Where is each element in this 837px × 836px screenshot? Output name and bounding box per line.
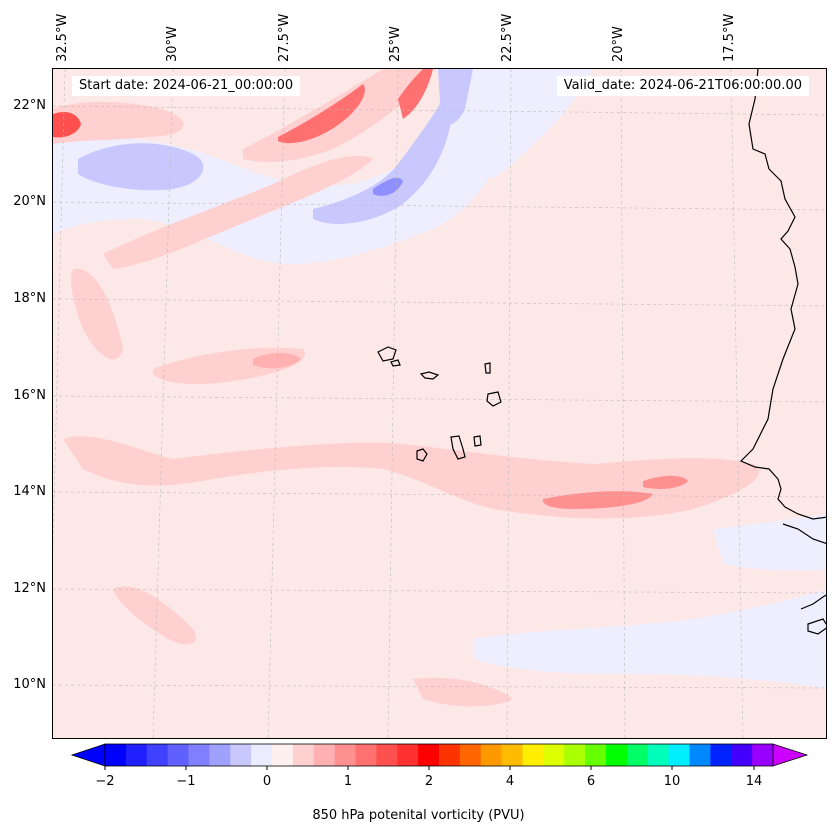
lat-tick-label: 16°N [13, 388, 46, 403]
colorbar-tick-label: 1 [344, 774, 352, 789]
colorbar-swatch [731, 744, 753, 766]
lat-tick-label: 14°N [13, 484, 46, 499]
graticule [53, 69, 826, 738]
colorbar-extend-under [70, 743, 106, 767]
colorbar-swatch [209, 744, 231, 766]
colorbar-tick-label: 2 [425, 774, 433, 789]
island-fogo [416, 448, 428, 462]
positive-vorticity-south-core-2 [643, 475, 688, 489]
island-santiago [450, 435, 466, 460]
lat-tick-label: 20°N [13, 194, 46, 209]
colorbar-swatch [564, 744, 586, 766]
negative-vorticity-se [473, 589, 826, 689]
colorbar-swatch [689, 744, 711, 766]
colorbar-swatch [313, 744, 336, 766]
colorbar-swatch [146, 744, 169, 766]
colorbar-swatch [251, 744, 273, 766]
colorbar-tick-label: −1 [176, 774, 195, 789]
map-canvas [53, 69, 826, 738]
colorbar-swatch [522, 744, 544, 766]
positive-vorticity-bottom [413, 677, 513, 707]
start-date-label: Start date: 2024-06-21_00:00:00 [72, 76, 301, 96]
colorbar-tick-label: 4 [506, 774, 514, 789]
colorbar-swatch [230, 744, 252, 766]
positive-vorticity-south-band [63, 436, 760, 519]
colorbar-tick-label: 14 [746, 774, 763, 789]
colorbar-swatch [480, 744, 503, 766]
island-boa-vista [486, 391, 502, 407]
colorbar-tick-label: 6 [587, 774, 595, 789]
island-sao-nicolau [419, 371, 440, 380]
colorbar-label: 850 hPa potenital vorticity (PVU) [312, 808, 525, 823]
coast-islands [807, 618, 826, 635]
colorbar-tick-label: 0 [263, 774, 271, 789]
colorbar-swatch [585, 744, 607, 766]
colorbar-swatch [710, 744, 732, 766]
lon-tick-label: 17.5°W [722, 13, 737, 62]
island-maio [473, 435, 482, 447]
lat-tick-label: 22°N [13, 98, 46, 113]
island-sal [484, 362, 491, 374]
lon-tick-label: 32.5°W [55, 13, 70, 62]
colorbar-extend-over [772, 743, 809, 767]
positive-vorticity-core-top [398, 69, 433, 119]
colorbar-swatch [188, 744, 210, 766]
positive-vorticity-west-streak [71, 268, 123, 360]
colorbar-swatch [397, 744, 419, 766]
lat-tick-label: 18°N [13, 291, 46, 306]
colorbar-swatch [105, 744, 127, 766]
lat-tick-label: 10°N [13, 677, 46, 692]
map-panel [52, 68, 827, 739]
island-santo-antao [377, 346, 397, 362]
colorbar-swatch [167, 744, 189, 766]
colorbar-tick-label: 10 [664, 774, 681, 789]
colorbar-swatch [292, 744, 315, 766]
colorbar-swatch [334, 744, 356, 766]
vorticity-field [53, 69, 826, 707]
colorbar-swatch [501, 744, 523, 766]
colorbar-swatch [626, 744, 649, 766]
colorbar-swatch [125, 744, 148, 766]
colorbar-swatch [606, 744, 628, 766]
positive-vorticity-sw-streak [113, 586, 197, 645]
colorbar-swatch [355, 744, 377, 766]
lon-tick-label: 20°W [611, 26, 626, 62]
africa-coastline [739, 69, 826, 520]
colorbar: −2 −1 0 1 2 4 6 10 14 [70, 743, 809, 789]
island-sao-vicente [390, 359, 401, 367]
positive-vorticity-core-n [278, 84, 365, 144]
colorbar-border [104, 743, 774, 767]
lon-tick-label: 25°W [388, 26, 403, 62]
negative-vorticity-core-3 [373, 177, 403, 196]
negative-vorticity-se-2 [713, 514, 826, 572]
colorbar-swatch [418, 744, 440, 766]
colorbar-swatch [376, 744, 398, 766]
cape-verde-islands [377, 346, 502, 462]
negative-vorticity-core-1 [78, 143, 204, 191]
coast-segment [782, 523, 826, 544]
colorbar-swatch [752, 744, 774, 766]
lon-tick-label: 22.5°W [500, 13, 515, 62]
colorbar-swatch [668, 744, 690, 766]
positive-vorticity-core-nw [53, 112, 81, 138]
positive-vorticity-diagonal [103, 155, 373, 269]
colorbar-swatch [647, 744, 670, 766]
coastlines [739, 69, 826, 635]
negative-vorticity-east [489, 69, 593, 179]
lat-tick-label: 12°N [13, 581, 46, 596]
valid-date-label: Valid_date: 2024-06-21T06:00:00.00 [556, 76, 809, 96]
positive-vorticity-streak-nw [53, 101, 184, 144]
lon-tick-label: 30°W [165, 26, 180, 62]
colorbar-swatch [272, 744, 294, 766]
colorbar-tick-label: −2 [95, 774, 114, 789]
colorbar-swatch [543, 744, 565, 766]
lon-tick-label: 27.5°W [277, 13, 292, 62]
colorbar-swatch [459, 744, 482, 766]
negative-vorticity-top [438, 69, 473, 125]
coast-segment-2 [800, 594, 826, 610]
negative-vorticity-core-2 [313, 99, 453, 224]
colorbar-swatch [439, 744, 461, 766]
positive-vorticity-mid-1-core [253, 353, 301, 369]
negative-vorticity-band-north [53, 69, 523, 264]
